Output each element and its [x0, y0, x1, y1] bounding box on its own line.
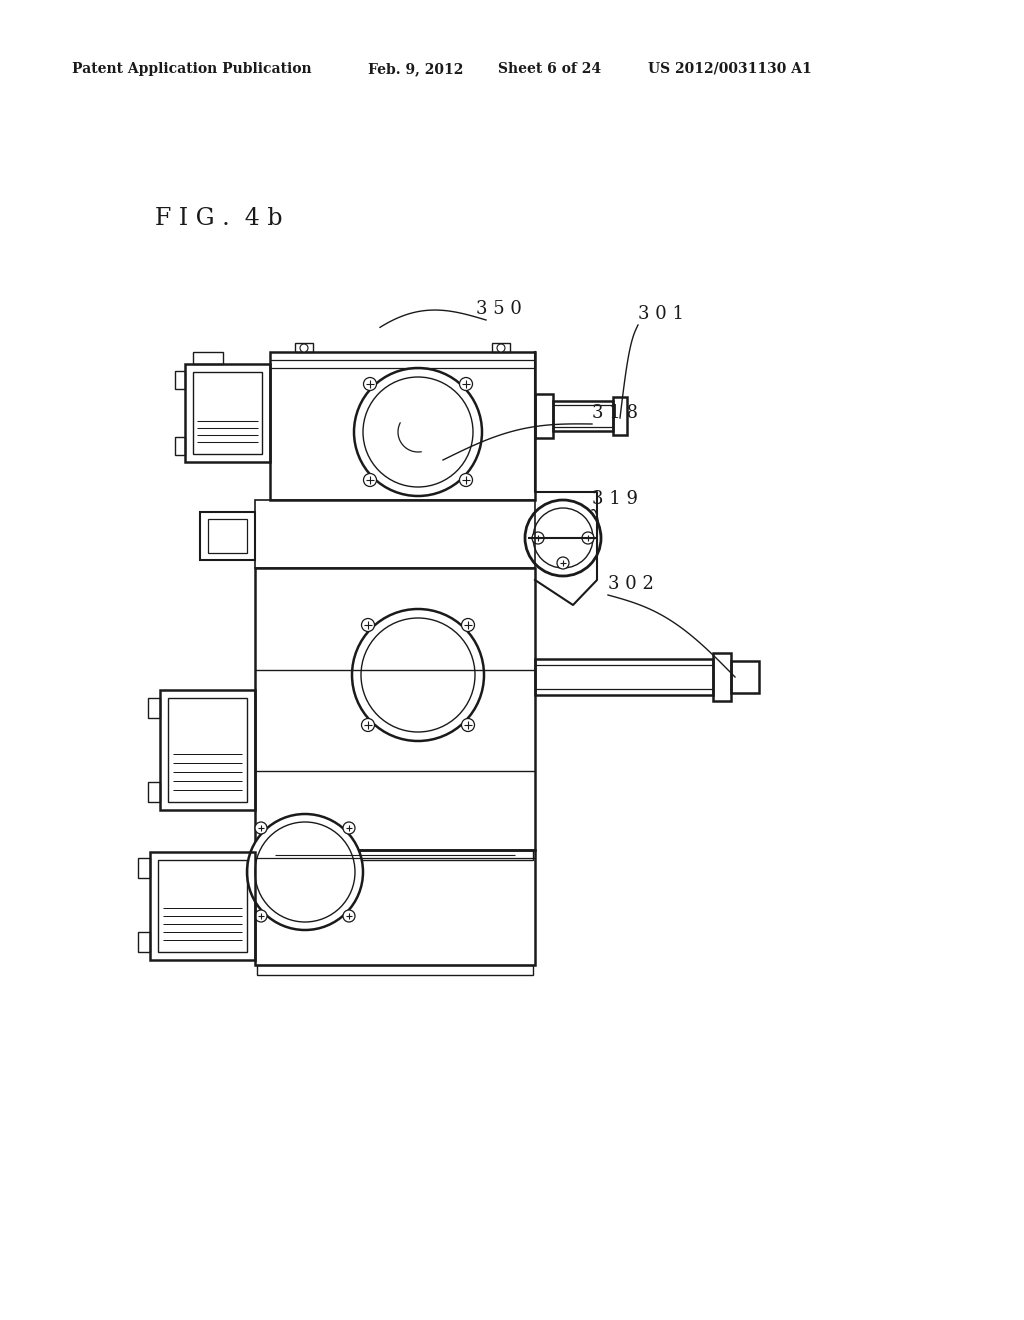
Circle shape	[460, 474, 472, 487]
Bar	[255, 500, 535, 568]
Text: Sheet 6 of 24: Sheet 6 of 24	[498, 62, 601, 77]
Circle shape	[582, 532, 594, 544]
Bar	[138, 932, 150, 952]
Circle shape	[343, 822, 355, 834]
Circle shape	[462, 718, 474, 731]
Bar	[158, 861, 247, 952]
Bar	[270, 352, 535, 500]
Text: Patent Application Publication: Patent Application Publication	[72, 62, 311, 77]
Circle shape	[534, 508, 593, 568]
Circle shape	[300, 345, 308, 352]
Bar	[295, 343, 313, 352]
Circle shape	[525, 500, 601, 576]
Text: 3 0 1: 3 0 1	[638, 305, 684, 323]
Circle shape	[361, 619, 375, 631]
Bar	[148, 781, 160, 803]
Circle shape	[255, 822, 355, 921]
Bar	[150, 851, 255, 960]
Circle shape	[460, 378, 472, 391]
Circle shape	[532, 532, 544, 544]
Circle shape	[364, 378, 377, 391]
Bar	[193, 352, 223, 364]
Bar	[535, 393, 553, 438]
Circle shape	[255, 822, 267, 834]
Text: 3 1 8: 3 1 8	[592, 404, 638, 422]
Text: F I G .  4 b: F I G . 4 b	[155, 207, 283, 230]
Bar	[535, 659, 713, 696]
Bar	[193, 372, 262, 454]
Text: 3 1 9: 3 1 9	[592, 490, 638, 508]
Bar	[731, 661, 759, 693]
Circle shape	[352, 609, 484, 741]
Circle shape	[361, 618, 475, 733]
Circle shape	[557, 557, 569, 569]
Bar	[257, 965, 534, 975]
Bar	[175, 437, 185, 455]
Bar	[200, 512, 255, 560]
Bar	[255, 850, 535, 965]
Circle shape	[255, 909, 267, 921]
Bar	[713, 653, 731, 701]
Bar	[492, 343, 510, 352]
Bar	[175, 371, 185, 389]
Text: 3 5 0: 3 5 0	[476, 300, 522, 318]
Bar	[553, 401, 613, 432]
Circle shape	[343, 909, 355, 921]
Text: Feb. 9, 2012: Feb. 9, 2012	[368, 62, 464, 77]
Circle shape	[362, 378, 473, 487]
Bar	[160, 690, 255, 810]
Bar	[255, 568, 535, 850]
Bar	[613, 397, 627, 436]
Text: US 2012/0031130 A1: US 2012/0031130 A1	[648, 62, 812, 77]
Circle shape	[462, 619, 474, 631]
Circle shape	[497, 345, 505, 352]
Bar	[208, 519, 247, 553]
Text: 3 0 2: 3 0 2	[608, 576, 654, 593]
Bar	[257, 850, 534, 861]
Circle shape	[354, 368, 482, 496]
Bar	[168, 698, 247, 803]
Bar	[138, 858, 150, 878]
Circle shape	[364, 474, 377, 487]
Bar	[185, 364, 270, 462]
Circle shape	[361, 718, 375, 731]
Circle shape	[247, 814, 362, 931]
Bar	[148, 698, 160, 718]
